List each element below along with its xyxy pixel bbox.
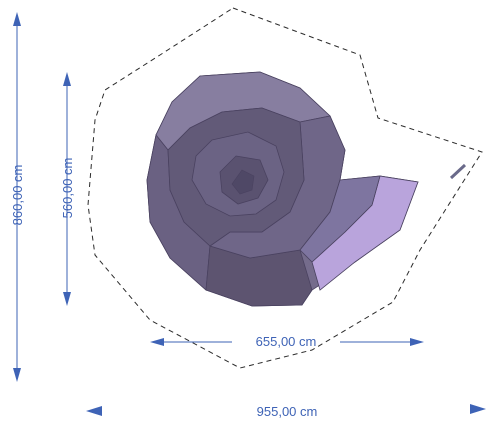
inner-width-arrow-left-icon: [150, 338, 164, 346]
inner-height-label: 560,00 cm: [60, 158, 75, 219]
dashed-boundary-outline: [87, 7, 483, 369]
outer-height-arrow-top-icon: [13, 12, 21, 26]
dimension-inner-height: 560,00 cm: [60, 72, 75, 306]
outer-width-arrow-left-icon: [86, 406, 102, 416]
inner-width-label: 655,00 cm: [256, 334, 317, 349]
outer-width-label: 955,00 cm: [257, 404, 318, 419]
dimension-inner-width: 655,00 cm: [150, 334, 424, 349]
outer-width-arrow-right-icon: [470, 404, 486, 414]
outer-height-label: 860,00 cm: [10, 165, 25, 226]
outer-height-arrow-bottom-icon: [13, 368, 21, 382]
shell-aperture-edge: [299, 175, 381, 263]
dimension-outer-height: 860,00 cm: [10, 12, 25, 382]
shell-core-inner: [231, 169, 255, 195]
spiral-shell: [146, 71, 419, 307]
inner-height-arrow-bottom-icon: [63, 292, 71, 306]
inner-height-arrow-top-icon: [63, 72, 71, 86]
dimension-outer-width: 955,00 cm: [86, 404, 486, 419]
right-edge-marker: [449, 163, 467, 180]
inner-width-arrow-right-icon: [410, 338, 424, 346]
